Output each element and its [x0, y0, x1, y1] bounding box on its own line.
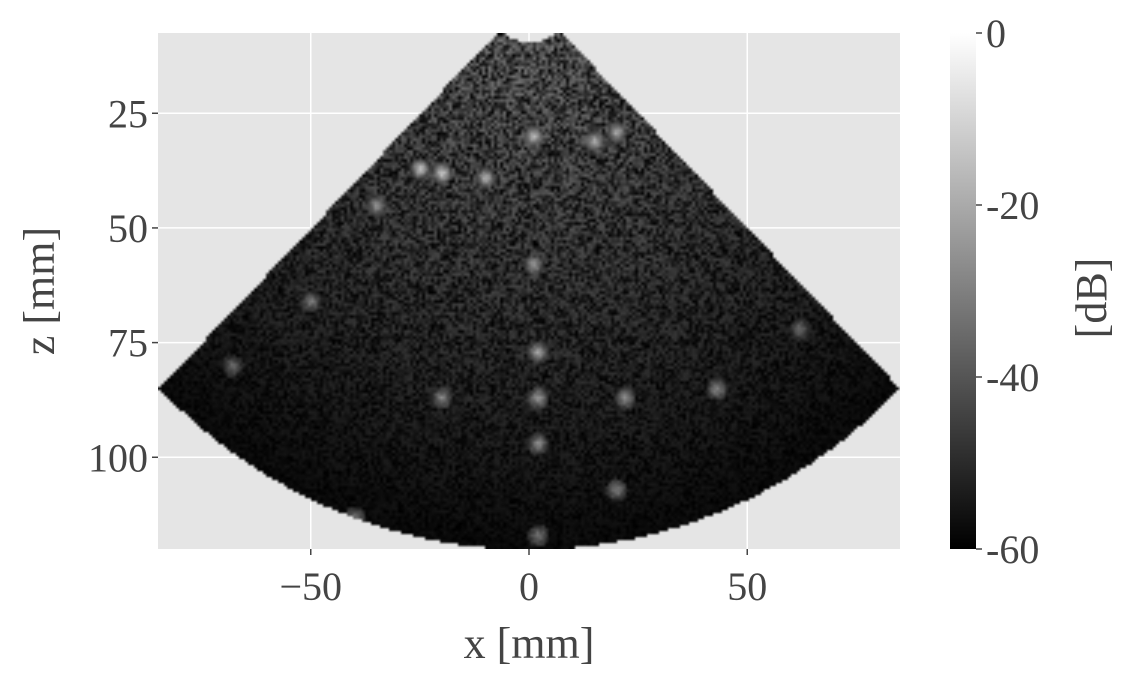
ultrasound-image — [158, 33, 900, 549]
y-tick-label: 50 — [108, 206, 148, 251]
x-tick-label: 50 — [727, 564, 767, 609]
x-axis-label: x [mm] — [464, 619, 595, 668]
colorbar-tick-label: -40 — [986, 355, 1039, 400]
colorbar-axis: 0 -20 -40 -60 — [976, 11, 1039, 572]
y-axis-label: z [mm] — [15, 227, 64, 355]
colorbar — [950, 33, 976, 549]
x-tick-label: 0 — [519, 564, 539, 609]
colorbar-label: [dB] — [1067, 258, 1116, 339]
y-axis: 25 50 75 100 — [88, 91, 158, 480]
x-axis: −50 0 50 — [279, 549, 767, 609]
y-tick-label: 25 — [108, 91, 148, 136]
colorbar-tick-label: 0 — [986, 11, 1006, 56]
y-tick-label: 75 — [108, 321, 148, 366]
y-tick-label: 100 — [88, 435, 148, 480]
colorbar-tick-label: -20 — [986, 183, 1039, 228]
colorbar-tick-label: -60 — [986, 527, 1039, 572]
x-tick-label: −50 — [279, 564, 342, 609]
image-container — [158, 33, 900, 549]
